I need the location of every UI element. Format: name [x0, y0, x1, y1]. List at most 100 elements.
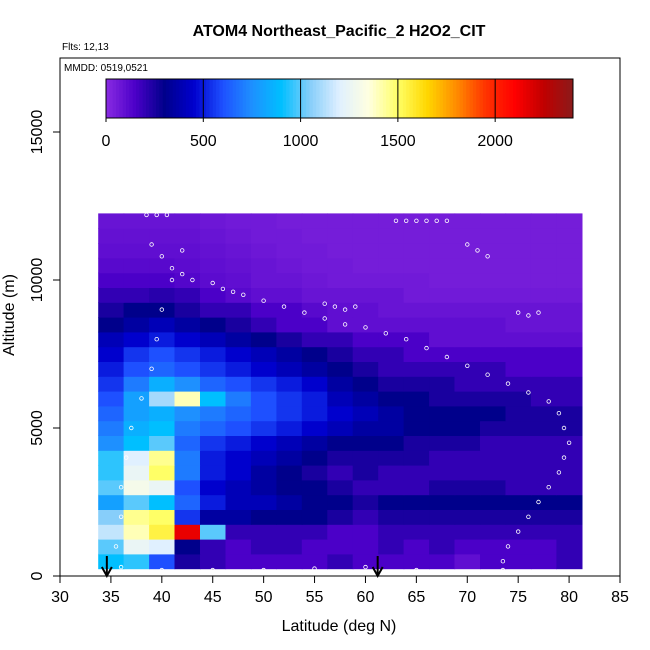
colorbar-segment	[472, 79, 477, 118]
heatmap-cell	[98, 243, 125, 259]
heatmap-cell	[301, 450, 328, 466]
heatmap-cell	[200, 391, 227, 407]
flight-track-point	[516, 310, 521, 315]
heatmap-cell	[98, 346, 125, 362]
flight-track-point	[444, 354, 450, 360]
heatmap-cell	[174, 272, 201, 288]
heatmap-cell	[429, 317, 456, 333]
heatmap-cell	[454, 213, 481, 229]
colorbar-segment	[169, 79, 174, 118]
heatmap-cell	[149, 465, 176, 481]
heatmap-cell	[403, 243, 430, 259]
colorbar-segment	[136, 79, 140, 118]
heatmap-cell	[250, 361, 277, 377]
heatmap-cell	[123, 539, 150, 555]
x-tick-label: 30	[51, 589, 69, 606]
heatmap-cell	[327, 420, 354, 436]
colorbar-segment	[552, 79, 557, 118]
heatmap-cell	[301, 346, 328, 362]
heatmap-cell	[98, 405, 125, 422]
colorbar-segment	[459, 79, 464, 118]
heatmap-cell	[378, 465, 405, 481]
colorbar-segment	[122, 79, 127, 118]
heatmap-cell	[530, 435, 557, 451]
flight-track-point	[526, 313, 531, 318]
heatmap-cell	[301, 302, 328, 318]
heatmap-cell	[200, 243, 227, 259]
flight-track-point	[526, 390, 531, 395]
heatmap-cell	[174, 509, 201, 525]
heatmap-cell	[174, 465, 201, 481]
flight-track-point	[230, 289, 236, 294]
heatmap-cell	[454, 435, 481, 451]
colorbar-segment	[376, 79, 381, 118]
heatmap-cell	[174, 302, 201, 318]
colorbar-segment	[486, 79, 491, 118]
colorbar-segment	[289, 79, 294, 118]
heatmap-cell	[480, 435, 507, 451]
heatmap-cell	[301, 524, 328, 540]
heatmap-cell	[530, 317, 557, 333]
heatmap-cell	[556, 317, 583, 333]
heatmap-cell	[505, 228, 532, 244]
heatmap-cell	[174, 376, 201, 392]
colorbar-segment	[292, 79, 297, 118]
heatmap-cell	[225, 435, 252, 451]
heatmap-cell	[454, 272, 481, 288]
heatmap-cell	[149, 479, 176, 496]
heatmap-cell	[505, 361, 532, 377]
colorbar-segment	[226, 79, 230, 118]
heatmap-cell	[98, 391, 125, 407]
heatmap-cell	[327, 272, 354, 288]
heatmap-cell	[378, 553, 405, 570]
heatmap-cell	[98, 524, 125, 540]
heatmap-cell	[200, 287, 227, 303]
heatmap-cell	[301, 257, 328, 274]
heatmap-cell	[352, 435, 379, 451]
heatmap-cell	[429, 539, 456, 555]
heatmap-cell	[403, 524, 430, 540]
colorbar-segment	[322, 79, 327, 118]
colorbar-segment	[272, 79, 277, 118]
flight-track-point	[342, 322, 348, 327]
heatmap-cell	[530, 302, 557, 318]
heatmap-cell	[403, 509, 430, 525]
heatmap-cell	[123, 450, 150, 466]
heatmap-cell	[123, 405, 150, 422]
heatmap-cell	[250, 228, 277, 244]
heatmap-cell	[556, 465, 583, 481]
heatmap-cell	[149, 287, 176, 303]
heatmap-cell	[123, 420, 150, 436]
colorbar-segment	[509, 79, 514, 118]
heatmap-cell	[276, 405, 303, 422]
heatmap-cell	[225, 361, 252, 377]
heatmap-cell	[98, 317, 125, 333]
heatmap-cell	[225, 539, 252, 555]
heatmap-cell	[327, 287, 354, 303]
colorbar-segment	[559, 79, 564, 118]
colorbar-segment	[372, 79, 377, 118]
heatmap-cell	[200, 553, 227, 570]
heatmap-cell	[403, 435, 430, 451]
heatmap-cell	[505, 346, 532, 362]
heatmap-cell	[200, 317, 227, 333]
heatmap-cell	[250, 391, 277, 407]
heatmap-cell	[250, 539, 277, 555]
flight-track-point	[261, 298, 266, 303]
heatmap-cell	[556, 302, 583, 318]
colorbar-segment	[566, 79, 571, 118]
flight-track-point	[444, 218, 450, 223]
colorbar-segment	[369, 79, 374, 118]
heatmap-cell	[378, 435, 405, 451]
heatmap-cell	[174, 553, 201, 570]
heatmap-cell	[276, 539, 303, 555]
heatmap-cell	[327, 346, 354, 362]
x-tick-label: 50	[255, 589, 273, 606]
colorbar-segment	[386, 79, 391, 118]
colorbar-segment	[542, 79, 547, 118]
heatmap-cell	[327, 213, 354, 229]
colorbar-segment	[436, 79, 441, 118]
heatmap-cell	[429, 257, 456, 274]
heatmap-cell	[301, 317, 328, 333]
colorbar-segment	[489, 79, 494, 118]
